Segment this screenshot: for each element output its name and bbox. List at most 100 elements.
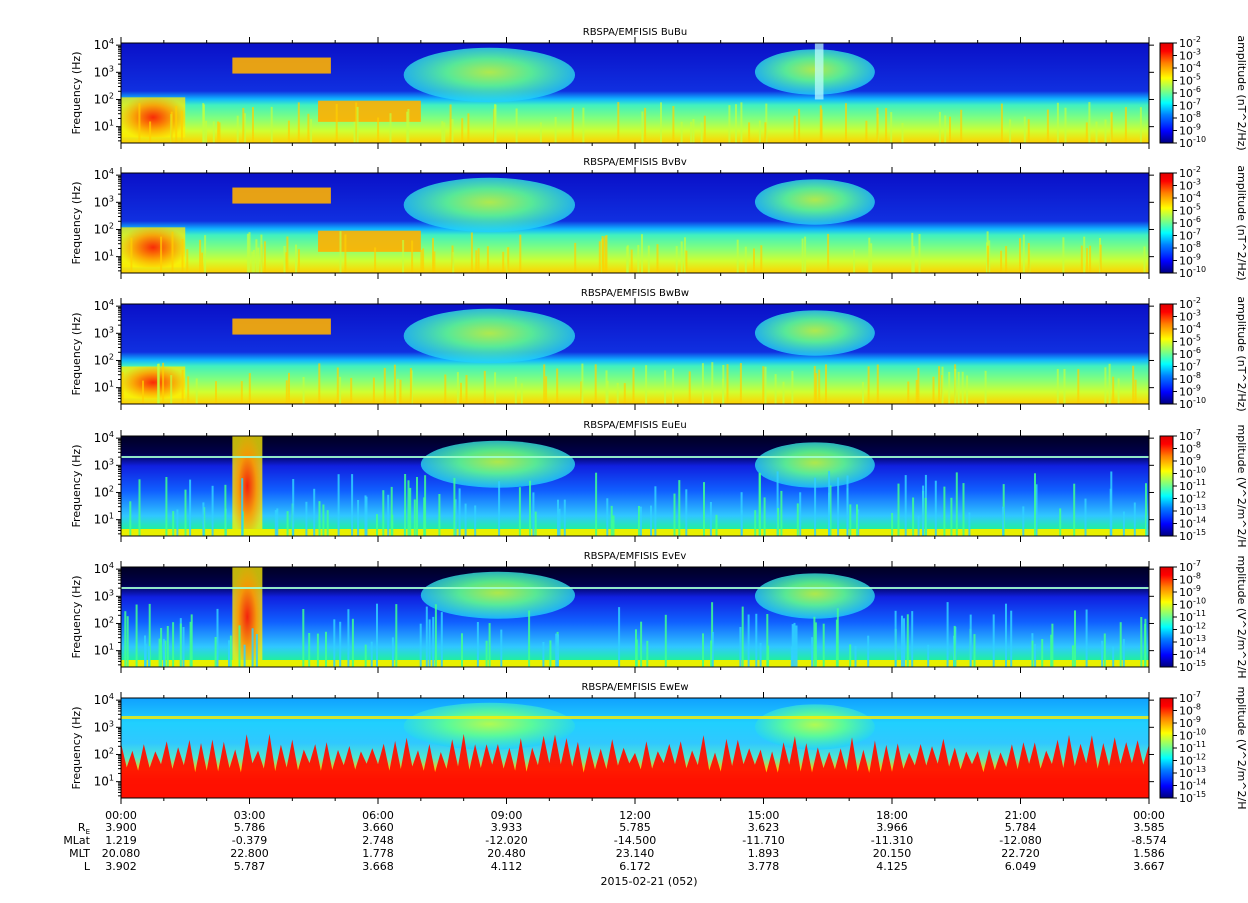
noise-spike <box>688 371 691 404</box>
noise-spike <box>645 365 648 404</box>
colorbar-tick-base: 10 <box>1179 767 1193 780</box>
noise-spike <box>1124 107 1127 143</box>
colorbar-tick-label: 10-8 <box>1179 703 1201 718</box>
noise-spike <box>962 483 965 536</box>
noise-spike <box>822 623 825 667</box>
y-tick-exp: 3 <box>109 457 114 466</box>
noise-spike <box>811 637 814 667</box>
colorbar-tick-label: 10-6 <box>1179 346 1201 361</box>
noise-spike <box>528 610 531 667</box>
noise-spike <box>288 372 290 404</box>
colorbar-tick-base: 10 <box>1179 792 1193 805</box>
time-tick-label: 21:00 <box>1005 809 1037 822</box>
noise-spike <box>241 478 244 536</box>
noise-spike <box>285 252 288 273</box>
colorbar-tick-exp: -10 <box>1193 597 1206 606</box>
y-tick-label: 101 <box>94 774 114 789</box>
noise-spike <box>735 104 737 143</box>
colorbar-tick-label: 10-9 <box>1179 715 1201 730</box>
colorbar-tick-label: 10-11 <box>1179 740 1206 755</box>
noise-spike <box>760 245 763 273</box>
noise-spike <box>406 111 409 143</box>
feature-hiss_08 <box>403 47 576 103</box>
noise-spike <box>876 107 879 143</box>
y-tick-exp: 2 <box>109 615 114 624</box>
noise-spike <box>433 251 436 273</box>
noise-spike <box>795 625 798 667</box>
noise-spike <box>776 471 779 536</box>
y-tick-label: 101 <box>94 380 114 395</box>
y-tick-label: 103 <box>94 588 114 603</box>
colorbar-tick-label: 10-2 <box>1179 165 1201 180</box>
noise-spike <box>240 381 243 404</box>
y-tick-exp: 2 <box>109 746 114 755</box>
noise-spike <box>246 233 249 273</box>
time-tick-label: 12:00 <box>619 809 651 822</box>
noise-spike <box>992 614 995 667</box>
noise-spike <box>494 104 496 143</box>
noise-spike <box>554 117 557 143</box>
time-tick-label: 03:00 <box>234 809 266 822</box>
noise-spike <box>335 104 338 143</box>
noise-spike <box>955 472 958 536</box>
noise-spike <box>325 631 327 667</box>
noise-spike <box>251 628 254 667</box>
noise-spike <box>1108 363 1111 404</box>
y-tick-base: 10 <box>94 485 109 499</box>
plot-area <box>121 567 1149 667</box>
noise-spike <box>660 102 662 143</box>
noise-spike <box>353 121 356 143</box>
noise-spike <box>295 244 297 273</box>
noise-spike <box>365 496 368 536</box>
noise-spike <box>432 616 435 667</box>
noise-spike <box>339 231 342 273</box>
colorbar-tick-exp: -13 <box>1193 765 1206 774</box>
panel-title: RBSPA/EMFISIS BwBw <box>581 288 689 299</box>
noise-spike <box>387 494 390 536</box>
noise-spike <box>476 622 479 667</box>
colorbar-tick-label: 10-3 <box>1179 48 1201 63</box>
noise-spike <box>582 107 585 143</box>
colorbar-tick-base: 10 <box>1179 430 1193 443</box>
noise-spike <box>635 639 638 667</box>
noise-spike <box>138 479 141 536</box>
noise-spike <box>474 505 477 536</box>
y-axis-label: Frequency (Hz) <box>70 313 83 396</box>
noise-spike <box>443 122 446 143</box>
noise-spike <box>389 113 392 143</box>
y-tick-base: 10 <box>94 168 109 182</box>
y-tick-label: 104 <box>94 692 114 707</box>
colorbar-tick-label: 10-8 <box>1179 572 1201 587</box>
noise-spike <box>376 603 378 667</box>
noise-spike <box>274 510 277 536</box>
noise-spike <box>640 621 643 667</box>
noise-spike <box>744 246 747 273</box>
noise-spike <box>215 381 217 404</box>
noise-spike <box>202 502 205 536</box>
colorbar-label: mplitude (V^2/m^2/H <box>1235 687 1248 810</box>
noise-spike <box>162 362 165 404</box>
colorbar <box>1159 697 1174 799</box>
colorbar-tick-base: 10 <box>1179 112 1193 125</box>
y-tick-exp: 1 <box>109 774 114 783</box>
noise-spike <box>162 638 165 667</box>
noise-spike <box>1101 640 1104 667</box>
colorbar-tick-exp: -9 <box>1193 253 1201 262</box>
noise-spike <box>1086 248 1088 273</box>
noise-spike <box>1074 610 1076 667</box>
noise-spike <box>684 237 686 273</box>
colorbar-tick-base: 10 <box>1179 267 1193 280</box>
noise-spike <box>461 118 464 143</box>
noise-spike <box>793 115 796 143</box>
noise-spike <box>828 492 831 536</box>
colorbar-tick-base: 10 <box>1179 62 1193 75</box>
y-tick-base: 10 <box>94 431 109 445</box>
noise-spike <box>416 477 418 536</box>
ephemeris-value: 20.150 <box>873 847 912 860</box>
spin-tone-band <box>121 733 1149 798</box>
noise-spike <box>799 492 802 536</box>
noise-spike <box>641 234 643 273</box>
noise-spike <box>646 640 649 667</box>
noise-spike <box>685 250 688 273</box>
colorbar-tick-exp: -5 <box>1193 334 1201 343</box>
